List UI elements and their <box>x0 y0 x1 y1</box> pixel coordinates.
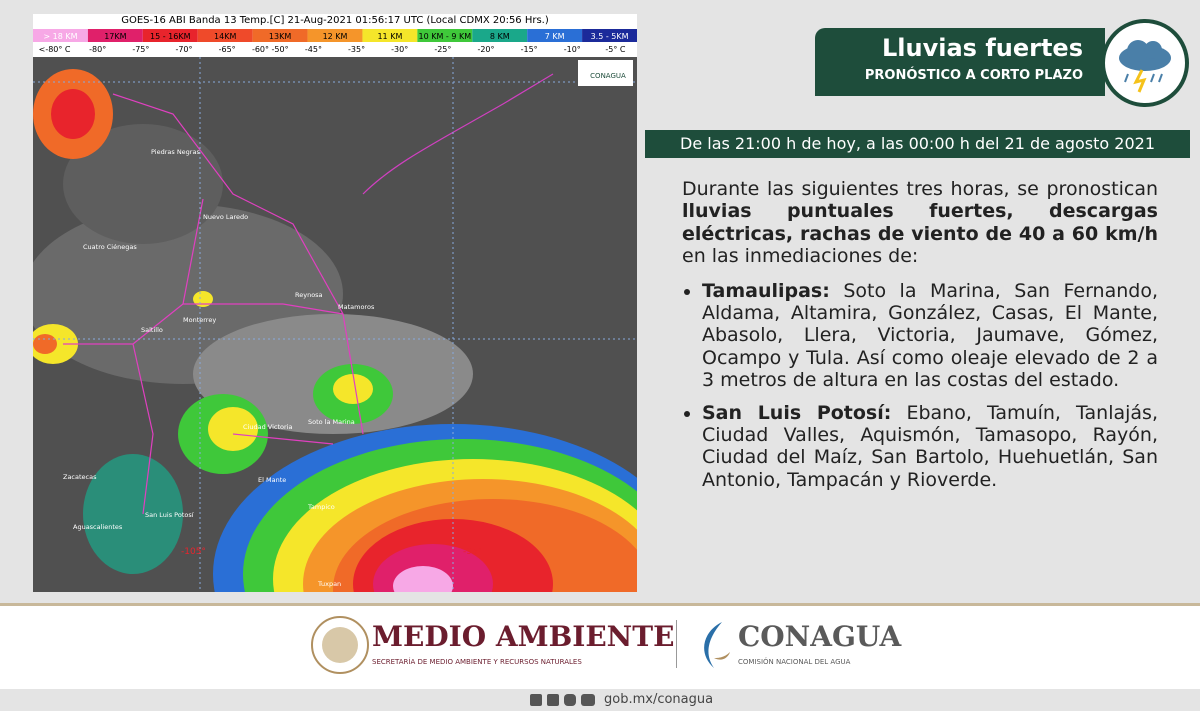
header: Lluvias fuertes PRONÓSTICO A CORTO PLAZO <box>815 28 1105 96</box>
temperature-label: -25° <box>434 45 451 54</box>
temperature-label: -60° -50° <box>252 45 289 54</box>
weather-icon <box>1101 19 1189 107</box>
place-label: Cuatro Ciénegas <box>83 243 137 251</box>
place-label: El Mante <box>258 476 286 484</box>
org: CONAGUA <box>738 620 902 653</box>
temperature-label: -35° <box>348 45 365 54</box>
place-label: Monterrey <box>183 316 216 324</box>
scale-label: 8 KM <box>490 32 510 41</box>
scale-label: 12 KM <box>323 32 348 41</box>
bullet-list: Tamaulipas: Soto la Marina, San Fernando… <box>682 280 1158 492</box>
scale-label: 13KM <box>269 32 291 41</box>
divider <box>676 620 677 668</box>
scale-label: 10 KM - 9 KM <box>419 32 472 41</box>
org-sub: COMISIÓN NACIONAL DEL AGUA <box>738 658 851 666</box>
place-label: Matamoros <box>338 303 375 311</box>
scale-cell <box>142 29 198 42</box>
temperature-label: -45° <box>305 45 322 54</box>
bullet-text: Ebano, Tamuín, Tanlajás, Ciudad Valles, … <box>702 401 1158 491</box>
agency-sub: SECRETARÍA DE MEDIO AMBIENTE Y RECURSOS … <box>372 658 582 666</box>
scale-label: 15 - 16KM <box>150 32 191 41</box>
satellite-panel: GOES-16 ABI Banda 13 Temp.[C] 21-Aug-202… <box>33 14 637 592</box>
temperature-label: -5° C <box>605 45 626 54</box>
scale-label: 14KM <box>214 32 236 41</box>
title: Lluvias fuertes <box>882 34 1083 62</box>
intro: Durante las siguientes tres horas, se pr… <box>682 178 1158 268</box>
scale-cell <box>417 29 473 42</box>
grid-label: -105° <box>181 547 206 557</box>
temperature-label: -75° <box>132 45 149 54</box>
period-bar: De las 21:00 h de hoy, a las 00:00 h del… <box>645 130 1190 158</box>
place-label: San Luis Potosí <box>145 511 194 519</box>
intro-segment: lluvias puntuales fuertes, descargas elé… <box>682 200 1158 245</box>
place-label: Saltillo <box>141 326 163 334</box>
bullet-text: Soto la Marina, San Fernando, Aldama, Al… <box>702 279 1158 392</box>
scale-cell <box>307 29 363 42</box>
social-strip: gob.mx/conagua <box>0 689 1200 711</box>
seal <box>311 616 369 674</box>
map-logo: CONAGUA <box>590 72 626 80</box>
scale-cell <box>197 29 253 42</box>
bullet: Tamaulipas: Soto la Marina, San Fernando… <box>702 280 1158 392</box>
place-label: Tuxpan <box>317 580 341 588</box>
scale-cell <box>472 29 528 42</box>
temperature-label: <-80° C <box>39 45 71 54</box>
body: Durante las siguientes tres horas, se pr… <box>682 178 1158 501</box>
scale-cell <box>362 29 418 42</box>
place-label: Aguascalientes <box>73 523 123 531</box>
temperature-label: -15° <box>521 45 538 54</box>
temperature-label: -30° <box>391 45 408 54</box>
place-label: Soto la Marina <box>308 418 355 426</box>
place-label: Piedras Negras <box>151 148 200 156</box>
scale-label: 7 KM <box>545 32 565 41</box>
place-label: Zacatecas <box>63 473 97 481</box>
scale-cell <box>527 29 583 42</box>
temperature-label: -65° <box>219 45 236 54</box>
scale-label: 17KM <box>104 32 126 41</box>
conagua-logo <box>704 622 730 668</box>
place-label: Ciudad Victoria <box>243 423 292 431</box>
scale-label: 11 KM <box>377 32 402 41</box>
subtitle: PRONÓSTICO A CORTO PLAZO <box>864 68 1083 83</box>
bullet-label: Tamaulipas: <box>702 279 830 302</box>
scale-cell <box>33 29 88 42</box>
scale-label: > 18 KM <box>43 32 77 41</box>
scale-cell <box>252 29 308 42</box>
satellite-caption: GOES-16 ABI Banda 13 Temp.[C] 21-Aug-202… <box>121 15 549 26</box>
place-label: Reynosa <box>295 291 323 299</box>
temperature-label: -20° <box>477 45 494 54</box>
place-label: Nuevo Laredo <box>203 213 248 221</box>
satellite-image <box>33 57 637 592</box>
scale: > 18 KM 17KM 15 - 16KM 14KM 13KM 12 KM 11 KM 10… <box>33 29 637 54</box>
scale-label: 3.5 - 5KM <box>591 32 629 41</box>
bullet: San Luis Potosí: Ebano, Tamuín, Tanlajás… <box>702 402 1158 492</box>
temperature-label: -10° <box>564 45 581 54</box>
intro-segment: en las inmediaciones de: <box>682 245 919 268</box>
intro-segment: Durante las siguientes tres horas, se pr… <box>682 178 1158 200</box>
footer: MEDIO AMBIENTE SECRETARÍA DE MEDIO AMBIE… <box>0 603 1200 692</box>
agency: MEDIO AMBIENTE <box>372 620 675 653</box>
scale-cell <box>87 29 143 42</box>
social-icons <box>530 694 595 706</box>
temperature-label: -80° <box>89 45 106 54</box>
temperature-label: -70° <box>175 45 192 54</box>
url[interactable]: gob.mx/conagua <box>604 692 714 707</box>
places: Piedras Negras Nuevo Laredo Cuatro Ciénega… <box>63 148 482 588</box>
place-label: Tampico <box>307 503 335 511</box>
bullet-label: San Luis Potosí: <box>702 401 892 424</box>
scale-cell <box>582 29 637 42</box>
grid-label: -95° <box>463 547 482 557</box>
